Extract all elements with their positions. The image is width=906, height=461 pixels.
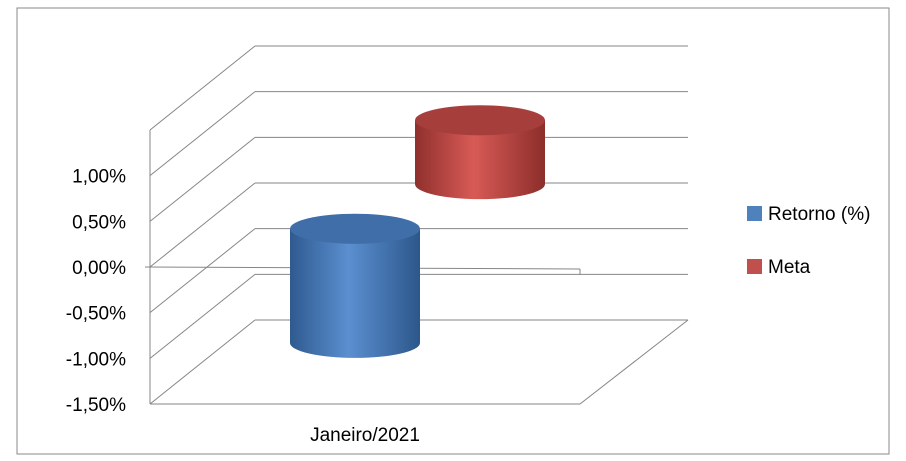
bars	[290, 105, 545, 358]
y-tick-label: 0,00%	[72, 258, 126, 279]
bar-retorno	[290, 213, 420, 358]
bar-meta-body	[415, 120, 545, 200]
bar-retorno-top	[290, 213, 420, 244]
legend-label: Meta	[768, 257, 811, 278]
legend-swatch	[747, 206, 762, 221]
bar-meta-top	[415, 105, 545, 136]
y-axis-ticks: 1,00% 0,50% 0,00% -0,50% -1,00% -1,50%	[66, 167, 126, 416]
y-tick-label: 0,50%	[72, 212, 126, 233]
side-wall-gridline	[149, 273, 256, 359]
floor-edge	[150, 319, 689, 405]
legend-label: Retorno (%)	[768, 204, 870, 225]
y-tick-label: -1,00%	[66, 349, 126, 370]
x-axis-labels: Janeiro/2021	[310, 425, 420, 446]
side-wall-gridline	[149, 319, 256, 405]
y-tick-label: 1,00%	[72, 167, 126, 188]
side-wall-gridline	[149, 45, 256, 131]
side-wall-gridline	[149, 91, 256, 177]
y-tick-label: -1,50%	[66, 395, 126, 416]
side-wall-gridline	[149, 182, 256, 268]
side-wall-gridline	[149, 136, 256, 222]
legend: Retorno (%) Meta	[747, 204, 870, 278]
x-tick-label: Janeiro/2021	[310, 425, 420, 446]
legend-swatch	[747, 259, 762, 274]
side-wall-gridline	[149, 228, 256, 314]
chart-border	[16, 7, 890, 455]
bar-retorno-body	[290, 228, 420, 358]
bar-meta	[415, 105, 545, 200]
y-tick-label: -0,50%	[66, 304, 126, 325]
